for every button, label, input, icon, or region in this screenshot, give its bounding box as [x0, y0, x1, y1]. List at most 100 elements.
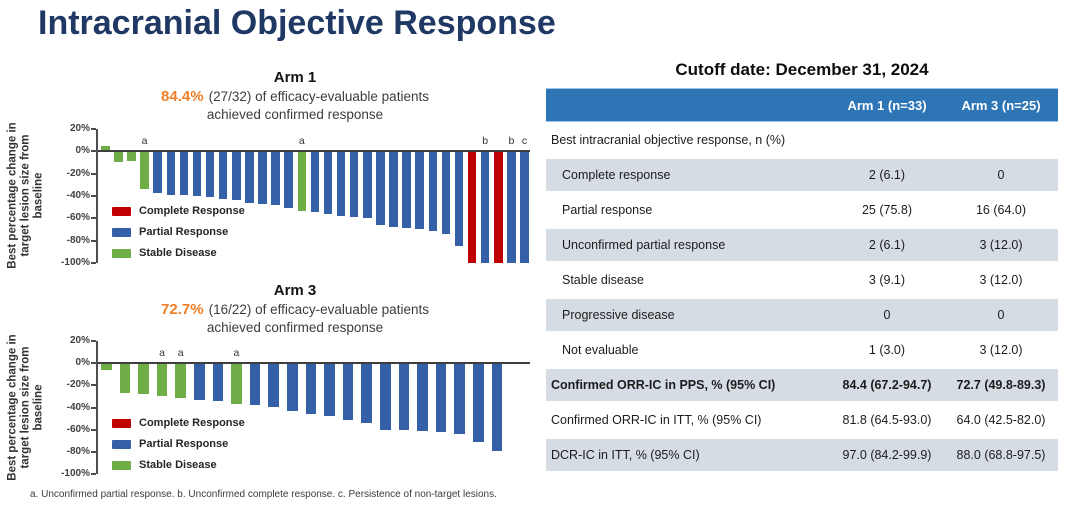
- waterfall-bar: [284, 151, 293, 209]
- legend: Complete Response Partial Response Stable …: [112, 205, 245, 268]
- arm3-value: 0: [997, 168, 1005, 182]
- waterfall-bar: [323, 151, 333, 214]
- waterfall-bar: [507, 151, 516, 263]
- row-label: Partial response: [562, 203, 653, 217]
- chart-arm1-title: Arm 1: [273, 69, 317, 86]
- arm3-subtitle-text: (16/22) of efficacy-evaluable patients: [208, 302, 429, 317]
- legend-swatch: [112, 206, 131, 216]
- waterfall-bar: [179, 151, 189, 195]
- waterfall-bar: [192, 151, 202, 196]
- legend-label: Complete Response: [139, 205, 245, 217]
- waterfall-bar: [480, 151, 490, 263]
- arm3-value: 64.0 (42.5-82.0): [956, 413, 1046, 427]
- bar-annotation: a: [177, 347, 184, 360]
- waterfall-bar: [361, 363, 372, 423]
- y-tick-label: -20%: [66, 167, 90, 179]
- row-label: Unconfirmed partial response: [562, 238, 726, 252]
- y-tick-mark: [91, 195, 96, 197]
- arm1-value: 84.4 (67.2-94.7): [842, 378, 932, 392]
- y-axis-label-line: Best percentage change in: [6, 334, 19, 481]
- bar-annotation: b: [482, 135, 489, 148]
- waterfall-bar: [435, 363, 447, 432]
- y-tick-mark: [91, 340, 96, 342]
- y-tick-mark: [91, 406, 96, 409]
- legend-label: Stable Disease: [139, 459, 217, 471]
- legend-swatch: [112, 439, 131, 449]
- chart-arm1-subtitle: 84.4% (27/32) of efficacy-evaluable patie…: [60, 88, 530, 124]
- table-row: Partial response 25 (75.8) 16 (64.0): [546, 194, 1058, 229]
- arm3-value: 0: [997, 308, 1005, 322]
- chart-arm3-title: Arm 3: [273, 282, 317, 299]
- y-tick-mark: [91, 150, 96, 153]
- waterfall-bar: [324, 363, 335, 417]
- y-tick-mark: [91, 128, 96, 130]
- column-header: Arm 1 (n=33): [847, 98, 927, 113]
- row-label: Progressive disease: [562, 308, 675, 322]
- arm1-value: 3 (9.1): [868, 273, 906, 287]
- y-tick-mark: [91, 239, 96, 242]
- arm3-value: 16 (64.0): [975, 203, 1027, 217]
- table-header-row: Arm 1 (n=33) Arm 3 (n=25): [546, 88, 1058, 122]
- y-tick-label: -40%: [66, 401, 90, 413]
- bar-annotation: a: [233, 347, 240, 360]
- bar-annotation: a: [298, 135, 305, 148]
- table-row: DCR-IC in ITT, % (95% CI) 97.0 (84.2-99.9…: [546, 439, 1058, 474]
- waterfall-bar: [428, 151, 438, 231]
- page-title: Intracranial Objective Response: [38, 4, 556, 42]
- waterfall-bar: [271, 151, 280, 205]
- y-tick-label: 0%: [75, 145, 90, 157]
- waterfall-bar: [402, 151, 411, 229]
- waterfall-bar: [467, 151, 477, 263]
- waterfall-bar: [454, 363, 465, 435]
- arm1-value: 97.0 (84.2-99.9): [842, 448, 932, 462]
- arm3-y-axis-label: Best percentage change in target lesion …: [7, 333, 46, 483]
- y-axis-label-line: baseline: [32, 172, 45, 219]
- arm3-value: 3 (12.0): [979, 273, 1023, 287]
- waterfall-bar: [336, 151, 346, 217]
- row-label: Not evaluable: [562, 343, 639, 357]
- legend-item: Complete Response: [112, 417, 245, 429]
- legend-swatch: [112, 248, 131, 258]
- waterfall-bar: [101, 363, 112, 370]
- waterfall-bar: [138, 363, 149, 395]
- waterfall-bar: [494, 151, 503, 263]
- y-axis-label-line: Best percentage change in: [6, 122, 19, 269]
- arm1-value: 25 (75.8): [861, 203, 913, 217]
- waterfall-bar: [415, 151, 424, 230]
- arm3-waterfall-plot: 20% 0% -20% -40% -60% -80% -100% a a a Complete Re…: [61, 335, 530, 479]
- waterfall-bar: [389, 151, 398, 228]
- waterfall-bar: [249, 363, 261, 406]
- waterfall-bar: [473, 363, 484, 442]
- y-tick-label: -100%: [61, 257, 90, 268]
- waterfall-bar: [349, 151, 359, 218]
- waterfall-bar: [153, 151, 162, 193]
- waterfall-bar: [380, 363, 391, 430]
- waterfall-bar: [287, 363, 298, 411]
- legend-swatch: [112, 418, 131, 428]
- waterfall-bar: [310, 151, 320, 212]
- legend-label: Complete Response: [139, 417, 245, 429]
- table-row: Not evaluable 1 (3.0) 3 (12.0): [546, 334, 1058, 369]
- bar-annotation: a: [159, 347, 165, 360]
- arm3-subtitle-line2: achieved confirmed response: [206, 320, 384, 335]
- waterfall-bar: [245, 151, 254, 203]
- waterfall-bar: [454, 151, 464, 247]
- table-row: Progressive disease 0 0: [546, 299, 1058, 334]
- chart-arm3-subtitle: 72.7% (16/22) of efficacy-evaluable patie…: [60, 301, 530, 337]
- waterfall-bar: [166, 151, 176, 195]
- arm1-value: 1 (3.0): [868, 343, 906, 357]
- waterfall-bar: [297, 151, 307, 211]
- legend: Complete Response Partial Response Stable …: [112, 417, 245, 480]
- legend-item: Complete Response: [112, 205, 245, 217]
- legend-swatch: [112, 227, 131, 237]
- table-row: Complete response 2 (6.1) 0: [546, 159, 1058, 194]
- y-tick-label: -80%: [66, 445, 90, 457]
- legend-item: Stable Disease: [112, 459, 245, 471]
- arm1-value: 2 (6.1): [868, 238, 906, 252]
- waterfall-bar: [205, 151, 215, 198]
- y-tick-label: 20%: [69, 123, 90, 134]
- y-tick-label: -80%: [66, 234, 90, 246]
- row-label: Complete response: [562, 168, 671, 182]
- waterfall-bar: [232, 151, 241, 201]
- y-tick-mark: [91, 473, 96, 475]
